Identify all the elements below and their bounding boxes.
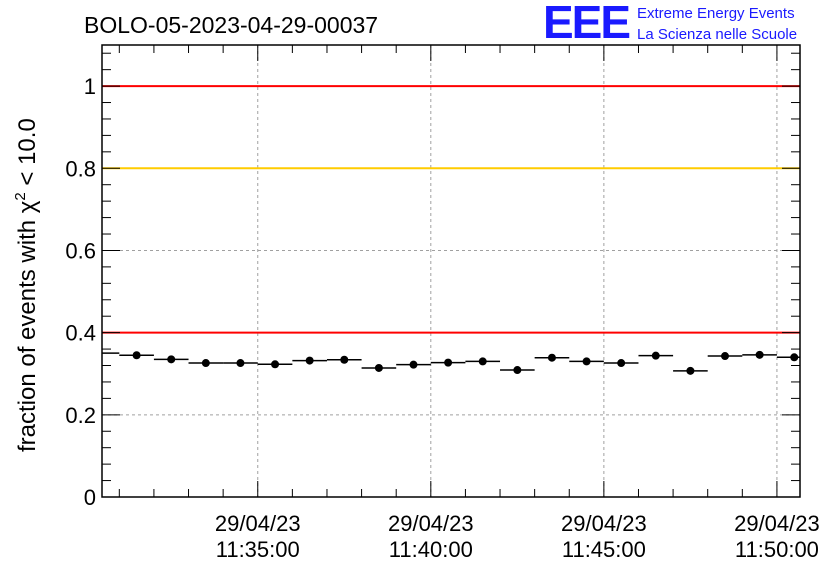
data-point: [374, 363, 383, 372]
y-axis-label-main: fraction of events with χ: [14, 200, 41, 452]
y-tick-label: 0.8: [65, 156, 96, 181]
data-point: [513, 366, 522, 375]
x-tick-label-time: 11:50:00: [735, 537, 819, 562]
y-axis-label-tail: < 10.0: [14, 118, 41, 192]
data-point: [617, 359, 626, 368]
data-point: [755, 350, 764, 359]
x-tick-label: 29/04/23 11:40:00: [388, 511, 474, 562]
data-point: [201, 359, 210, 368]
y-tick-label: 1: [84, 74, 96, 99]
chart-title: BOLO-05-2023-04-29-00037: [84, 12, 378, 38]
x-tick-label-date: 29/04/23: [561, 511, 647, 536]
x-tick-label: 29/04/23 11:35:00: [215, 511, 301, 562]
grid: [102, 45, 800, 497]
y-tick-label: 0: [84, 485, 96, 510]
data-point: [582, 357, 591, 366]
data-point: [271, 360, 280, 369]
data-point: [651, 351, 660, 360]
y-axis-label: fraction of events with χ2 < 10.0: [12, 118, 41, 452]
plot-frame: [101, 44, 801, 498]
reference-lines: [102, 85, 800, 334]
x-tick-label-date: 29/04/23: [734, 511, 820, 536]
y-tick-label: 0.2: [65, 403, 96, 428]
x-tick-label: 29/04/23 11:50:00: [734, 511, 820, 562]
data-point: [444, 358, 453, 367]
eee-logo: EEE Extreme Energy Events La Scienza nel…: [543, 0, 797, 48]
data-point: [721, 352, 730, 361]
eee-logo-line1: Extreme Energy Events: [637, 5, 795, 22]
data-point: [167, 355, 176, 364]
plot-area-border: [101, 44, 801, 498]
data-point: [236, 359, 245, 368]
y-axis-label-sup: 2: [12, 192, 29, 200]
data-point: [305, 356, 314, 365]
x-tick-label: 29/04/23 11:45:00: [561, 511, 647, 562]
x-tick-label-date: 29/04/23: [388, 511, 474, 536]
svg-text:fraction of events with χ2 < 1: fraction of events with χ2 < 10.0: [12, 118, 41, 452]
data-point: [132, 351, 141, 360]
x-tick-label-date: 29/04/23: [215, 511, 301, 536]
eee-logo-mark: EEE: [543, 0, 629, 48]
data-point: [478, 357, 487, 366]
eee-logo-line2: La Scienza nelle Scuole: [637, 26, 797, 43]
y-tick-label: 0.6: [65, 238, 96, 263]
x-tick-label-time: 11:35:00: [216, 537, 300, 562]
data-point: [790, 353, 799, 362]
x-tick-label-time: 11:45:00: [562, 537, 646, 562]
data-points: [102, 350, 800, 375]
x-tick-label-time: 11:40:00: [389, 537, 473, 562]
data-point: [547, 353, 556, 362]
data-point: [686, 366, 695, 375]
y-tick-label: 0.4: [65, 321, 96, 346]
data-point: [409, 360, 418, 369]
data-point: [340, 355, 349, 364]
